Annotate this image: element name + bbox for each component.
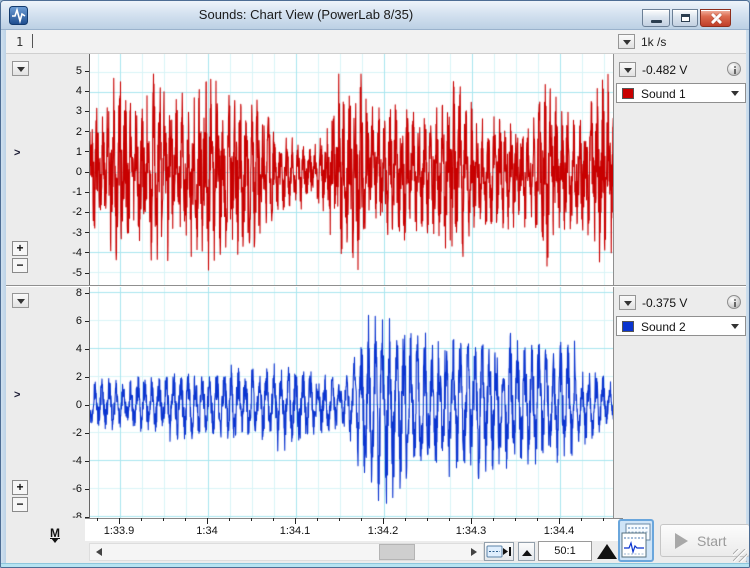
chevron-down-icon [731,324,739,329]
y-tick-label: -6 [72,482,89,496]
y-tick-label: -1 [72,185,89,199]
y-tick-label: -4 [72,454,89,468]
channel1-value-dropdown-button[interactable] [619,62,636,77]
sound1-waveform-plot[interactable] [89,54,614,285]
channel1-info-icon[interactable] [727,62,741,76]
horizontal-scrollbar[interactable] [89,543,484,561]
minimize-button[interactable] [642,9,670,27]
comment-bar[interactable]: 1 1k /s [6,30,746,54]
marker-label: M [46,526,64,540]
y-tick-label: 4 [76,342,89,356]
minimize-icon [651,20,662,23]
y-tick-label: -3 [72,226,89,240]
time-axis-label: 1:34 [177,525,237,537]
y-tick-label: 2 [76,125,89,139]
y-tick-label: 0 [76,398,89,412]
time-axis-label: 1:33.9 [89,525,149,537]
marker-tool[interactable]: M [46,526,64,543]
close-button[interactable] [700,9,731,27]
chart-view-button[interactable] [618,519,654,562]
text-caret [32,34,33,48]
scroll-to-end-button[interactable] [484,542,514,561]
y-tick-label: 1 [76,145,89,159]
channel2-select[interactable]: Sound 2 [616,316,746,336]
start-label: Start [697,533,727,549]
time-axis-label: 1:34.2 [353,525,413,537]
chevron-down-icon [624,301,632,306]
sound2-waveform-plot[interactable] [89,286,614,518]
y-tick-label: 5 [76,64,89,78]
time-axis-label: 1:34.4 [529,525,589,537]
restore-icon [681,14,690,22]
channel1-y-axis: 5 4 3 2 1 0 -1 -2 -3 -4 -5 [6,54,89,285]
compression-increase-button[interactable] [597,544,617,559]
channel2-left-strip: > + − 86420-2-4-6-8 [6,287,89,518]
channel1-panel: -0.482 V Sound 1 [613,54,746,285]
play-icon [675,533,688,549]
y-tick-label: -2 [72,205,89,219]
y-tick-label: 0 [76,165,89,179]
y-tick-label: 3 [76,104,89,118]
y-tick-label: -4 [72,246,89,260]
chevron-down-icon [624,68,632,73]
chevron-down-icon [623,40,631,45]
channel1-color-swatch [622,88,634,99]
scrollbar-thumb[interactable] [379,544,415,560]
y-tick-label: 4 [76,84,89,98]
y-tick-label: 6 [76,314,89,328]
app-window: Sounds: Chart View (PowerLab 8/35) 1 1k … [0,0,750,568]
channel2-info-icon[interactable] [727,295,741,309]
comment-number: 1 [16,35,23,49]
window-bottom-border [1,563,750,568]
compression-ratio-display[interactable]: 50:1 [538,541,592,561]
compression-decrease-button[interactable] [518,542,535,561]
y-tick-label: 8 [76,286,89,300]
channel2-name: Sound 2 [641,320,686,334]
channel1-select[interactable]: Sound 1 [616,83,746,103]
channel2-value-dropdown-button[interactable] [619,295,636,310]
bottom-control-bar: M 50:1 [6,541,746,563]
triangle-up-icon [522,550,532,556]
window-right-border [746,30,750,563]
channel2-color-swatch [622,321,634,332]
channel1-reading: -0.482 V [642,63,687,77]
time-axis-label: 1:34.3 [441,525,501,537]
channel1-left-strip: > + − 543210-1-2-3-4-5 [6,54,89,285]
y-tick-label: 2 [76,370,89,384]
title-bar[interactable]: Sounds: Chart View (PowerLab 8/35) [1,1,750,30]
resize-grip[interactable] [733,549,747,562]
window-title: Sounds: Chart View (PowerLab 8/35) [1,7,611,22]
sample-rate-label: 1k /s [641,35,666,49]
scroll-left-icon[interactable] [96,548,102,556]
time-axis-label: 1:34.1 [265,525,325,537]
channel2-panel: -0.375 V Sound 2 [613,287,746,518]
channel2-y-axis: 86420-2-4-6-8 [6,287,89,518]
chevron-down-icon [731,91,739,96]
scroll-right-icon[interactable] [471,548,477,556]
sample-rate-dropdown-button[interactable] [618,34,635,49]
time-axis-ticks: 1:33.9 1:34 1:34.1 1:34.2 1:34.3 1:34.4 [84,518,614,541]
channel1-name: Sound 1 [641,87,686,101]
y-tick-label: -5 [72,266,89,280]
y-tick-label: -2 [72,426,89,440]
channel2-reading: -0.375 V [642,296,687,310]
restore-button[interactable] [672,9,698,27]
